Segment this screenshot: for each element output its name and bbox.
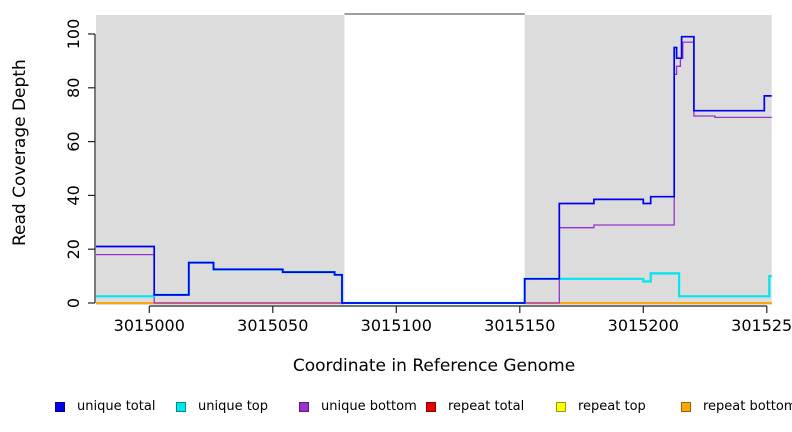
legend-swatch-icon: [681, 401, 691, 412]
legend-item-repeat-top: repeat top: [556, 399, 646, 414]
legend-item-unique-total: unique total: [55, 399, 155, 414]
y-tick-label: 0: [64, 298, 83, 308]
series-line-unique-total: [96, 35, 772, 304]
shaded-region: [524, 15, 772, 305]
y-tick-label: 60: [64, 131, 83, 151]
x-tick-label: 3015000: [114, 316, 185, 335]
legend-item-repeat-bottom: repeat bottom: [681, 399, 792, 414]
legend-swatch-icon: [176, 401, 186, 412]
legend-item-unique-bottom: unique bottom: [299, 399, 417, 414]
legend-item-unique-top: unique top: [176, 399, 268, 414]
x-tick-label: 3015050: [237, 316, 308, 335]
x-tick-label: 3015200: [608, 316, 679, 335]
y-tick-label: 20: [64, 239, 83, 259]
legend-swatch-icon: [426, 401, 436, 412]
legend-swatch-icon: [55, 401, 65, 412]
legend-item-repeat-total: repeat total: [426, 399, 524, 414]
y-tick-label: 100: [64, 19, 83, 50]
shaded-region: [96, 15, 345, 305]
legend-label: unique total: [77, 399, 156, 414]
legend-label: repeat total: [448, 399, 525, 414]
y-tick-label: 80: [64, 78, 83, 98]
legend-swatch-icon: [299, 401, 309, 412]
legend-label: repeat top: [578, 399, 646, 414]
legend-label: unique bottom: [321, 399, 417, 414]
legend-label: repeat bottom: [703, 399, 792, 414]
x-tick-label: 3015100: [361, 316, 432, 335]
x-tick-label: 3015150: [484, 316, 555, 335]
y-tick-label: 40: [64, 185, 83, 205]
chart-canvas: 3015000 3015050 3015100 3015150 3015200 30152…: [64, 13, 792, 335]
legend-swatch-icon: [556, 401, 566, 412]
legend-label: unique top: [198, 399, 269, 414]
y-axis-title: Read Coverage Depth: [10, 59, 30, 246]
x-axis-title: Coordinate in Reference Genome: [292, 356, 576, 376]
